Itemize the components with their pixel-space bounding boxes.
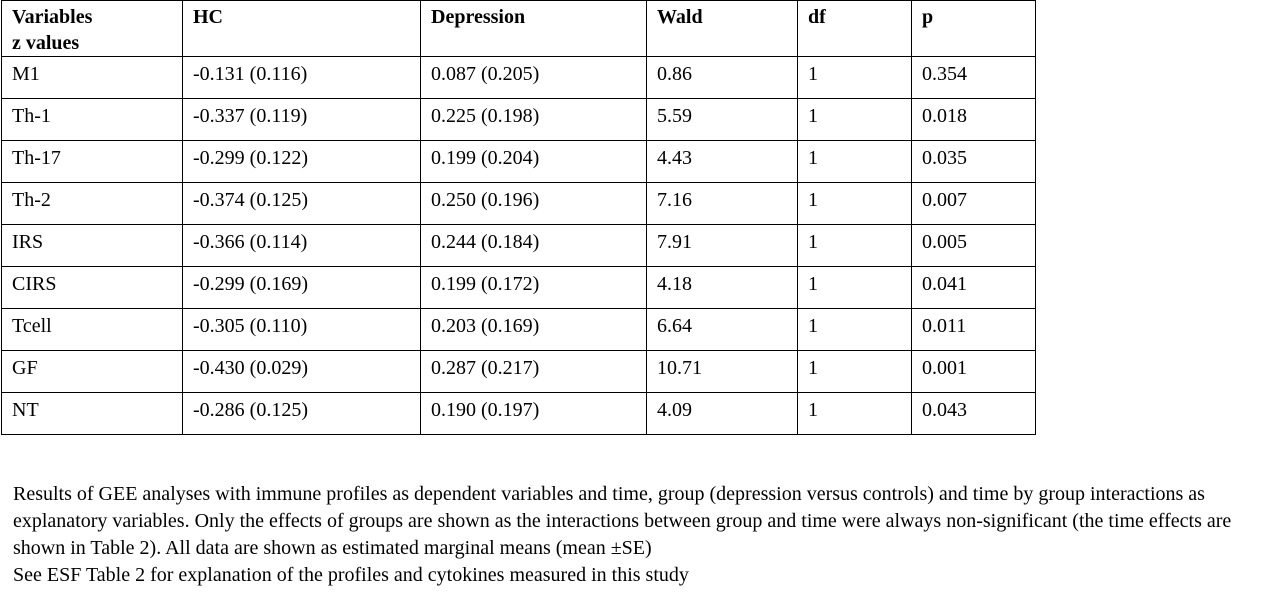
table-row: NT -0.286 (0.125) 0.190 (0.197) 4.09 1 0…	[1, 392, 1036, 435]
cell-p: 0.007	[911, 182, 1036, 225]
cell-depression: 0.244 (0.184)	[420, 224, 647, 267]
cell-df: 1	[797, 56, 912, 99]
cell-df: 1	[797, 308, 912, 351]
cell-variable: Th-17	[1, 140, 183, 183]
cell-df: 1	[797, 266, 912, 309]
header-row: Variables z values HC Depression Wald df…	[1, 0, 1036, 57]
header-hc: HC	[182, 0, 421, 57]
cell-hc: -0.430 (0.029)	[182, 350, 421, 393]
cell-wald: 4.09	[646, 392, 798, 435]
cell-depression: 0.199 (0.172)	[420, 266, 647, 309]
cell-p: 0.018	[911, 98, 1036, 141]
caption-paragraph: Results of GEE analyses with immune prof…	[13, 483, 1232, 559]
cell-depression: 0.199 (0.204)	[420, 140, 647, 183]
cell-hc: -0.299 (0.122)	[182, 140, 421, 183]
cell-hc: -0.299 (0.169)	[182, 266, 421, 309]
cell-hc: -0.366 (0.114)	[182, 224, 421, 267]
table-row: Th-2 -0.374 (0.125) 0.250 (0.196) 7.16 1…	[1, 182, 1036, 225]
cell-df: 1	[797, 224, 912, 267]
cell-p: 0.005	[911, 224, 1036, 267]
cell-variable: Th-2	[1, 182, 183, 225]
cell-p: 0.035	[911, 140, 1036, 183]
cell-depression: 0.287 (0.217)	[420, 350, 647, 393]
cell-wald: 6.64	[646, 308, 798, 351]
table-row: GF -0.430 (0.029) 0.287 (0.217) 10.71 1 …	[1, 350, 1036, 393]
cell-hc: -0.286 (0.125)	[182, 392, 421, 435]
cell-hc: -0.131 (0.116)	[182, 56, 421, 99]
cell-depression: 0.203 (0.169)	[420, 308, 647, 351]
table-row: Th-1 -0.337 (0.119) 0.225 (0.198) 5.59 1…	[1, 98, 1036, 141]
cell-wald: 7.91	[646, 224, 798, 267]
cell-p: 0.043	[911, 392, 1036, 435]
cell-df: 1	[797, 182, 912, 225]
cell-depression: 0.225 (0.198)	[420, 98, 647, 141]
cell-variable: Th-1	[1, 98, 183, 141]
table-row: Th-17 -0.299 (0.122) 0.199 (0.204) 4.43 …	[1, 140, 1036, 183]
cell-variable: M1	[1, 56, 183, 99]
cell-p: 0.354	[911, 56, 1036, 99]
table-header: Variables z values HC Depression Wald df…	[1, 0, 1036, 57]
cell-p: 0.041	[911, 266, 1036, 309]
cell-wald: 4.18	[646, 266, 798, 309]
table-row: M1 -0.131 (0.116) 0.087 (0.205) 0.86 1 0…	[1, 56, 1036, 99]
cell-depression: 0.087 (0.205)	[420, 56, 647, 99]
cell-variable: IRS	[1, 224, 183, 267]
caption-note: See ESF Table 2 for explanation of the p…	[13, 564, 689, 586]
results-table: Variables z values HC Depression Wald df…	[1, 0, 1036, 435]
header-wald: Wald	[646, 0, 798, 57]
table-row: CIRS -0.299 (0.169) 0.199 (0.172) 4.18 1…	[1, 266, 1036, 309]
cell-variable: GF	[1, 350, 183, 393]
cell-wald: 7.16	[646, 182, 798, 225]
cell-wald: 10.71	[646, 350, 798, 393]
table-caption: Results of GEE analyses with immune prof…	[13, 481, 1278, 589]
header-depression: Depression	[420, 0, 647, 57]
header-p: p	[911, 0, 1036, 57]
cell-df: 1	[797, 98, 912, 141]
cell-df: 1	[797, 350, 912, 393]
cell-wald: 5.59	[646, 98, 798, 141]
table-body: M1 -0.131 (0.116) 0.087 (0.205) 0.86 1 0…	[1, 56, 1036, 435]
cell-hc: -0.305 (0.110)	[182, 308, 421, 351]
table-row: IRS -0.366 (0.114) 0.244 (0.184) 7.91 1 …	[1, 224, 1036, 267]
cell-variable: Tcell	[1, 308, 183, 351]
header-variables-line2: z values	[12, 32, 80, 54]
cell-wald: 0.86	[646, 56, 798, 99]
header-variables: Variables z values	[1, 0, 183, 57]
cell-depression: 0.250 (0.196)	[420, 182, 647, 225]
cell-p: 0.001	[911, 350, 1036, 393]
header-df: df	[797, 0, 912, 57]
cell-df: 1	[797, 392, 912, 435]
cell-depression: 0.190 (0.197)	[420, 392, 647, 435]
cell-hc: -0.374 (0.125)	[182, 182, 421, 225]
table-row: Tcell -0.305 (0.110) 0.203 (0.169) 6.64 …	[1, 308, 1036, 351]
header-variables-line1: Variables	[12, 6, 93, 28]
cell-hc: -0.337 (0.119)	[182, 98, 421, 141]
cell-variable: CIRS	[1, 266, 183, 309]
cell-wald: 4.43	[646, 140, 798, 183]
cell-df: 1	[797, 140, 912, 183]
cell-p: 0.011	[911, 308, 1036, 351]
cell-variable: NT	[1, 392, 183, 435]
